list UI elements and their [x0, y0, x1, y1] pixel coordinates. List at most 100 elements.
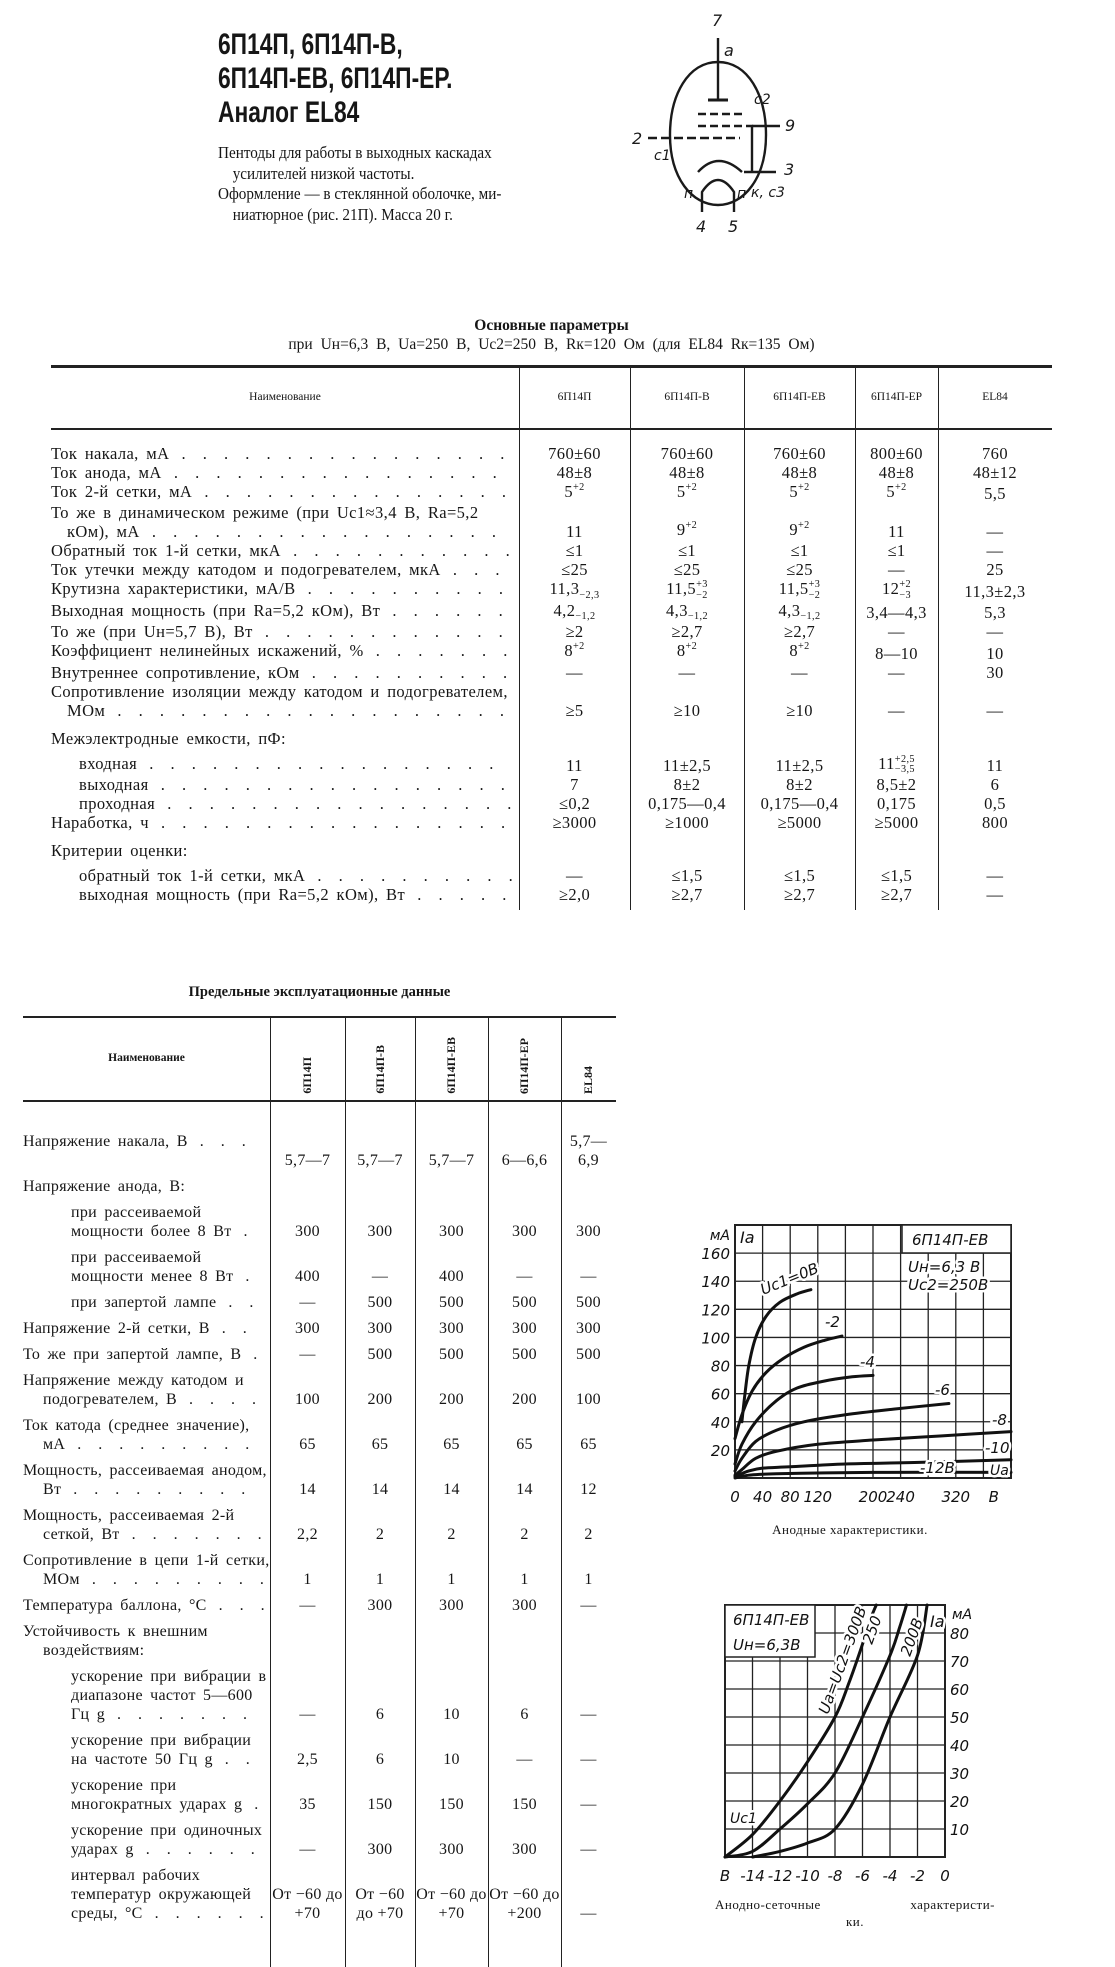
value-cell: —: [299, 1596, 316, 1614]
value-cell: 6: [375, 1750, 385, 1768]
row-label-text: Межэлектродные емкости, пФ:: [51, 728, 286, 748]
row-label-text: Ток утечки между катодом и подогревателе…: [51, 560, 441, 580]
row-label: Мощность, рассеиваемая анодом, Вт . . . …: [23, 1461, 270, 1499]
value-cell: 150: [512, 1795, 537, 1813]
row-label: Обратный ток 1-й сетки, мкА . . . . . . …: [51, 541, 519, 560]
row-label: Внутреннее сопротивление, кОм . . . . . …: [51, 663, 519, 682]
value-cell: 48±8: [669, 463, 705, 482]
column-divider: [488, 1018, 489, 1967]
series-curve: [723, 1603, 908, 1859]
value-cell: ≥10: [673, 700, 701, 720]
row-label: Коэффициент нелинейных искажений, % . . …: [51, 641, 519, 660]
limit-data-table: Наименование 6П14П 6П14П-В 6П14П-ЕВ 6П14…: [23, 1016, 616, 1967]
row-label: при запертой лампе . . . . . . . . . . .…: [23, 1293, 270, 1312]
column-header: EL84: [982, 390, 1008, 403]
dot-leader: . . . . . . . . . . . . . . . . . . . . …: [293, 541, 515, 561]
value-cell: 5,7—7: [284, 1151, 331, 1169]
value-cell: —: [678, 662, 696, 682]
dot-leader: . . . . . . . . . . . . . . . . . . . . …: [264, 622, 508, 642]
value-base: 8: [564, 641, 573, 661]
main-parameters-table: Наименование 6П14П 6П14П-В 6П14П-ЕВ 6П14…: [51, 365, 1052, 910]
tolerance-lower: −3: [899, 589, 911, 601]
tolerance-upper: +2: [899, 579, 911, 591]
value-cell: 150: [439, 1795, 464, 1813]
value-cell: 200: [367, 1390, 393, 1408]
chart-tube-name: 6П14П-ЕВ: [733, 1611, 809, 1629]
value-base: 5: [564, 482, 573, 501]
value-cell: 300: [576, 1319, 601, 1337]
value-cell: 65: [443, 1435, 460, 1453]
table-row: То же в динамическом режиме (при Uc1≈3,4…: [51, 503, 1052, 541]
value-cell: —: [986, 885, 1004, 905]
tolerance-upper: +2,5: [894, 753, 915, 765]
series-curve: [740, 1288, 813, 1424]
value-cell: 2: [520, 1525, 529, 1543]
dot-leader: . . . . . . . . . . . . . . . . . . . . …: [145, 1840, 260, 1858]
value-cell: ≤0,2: [558, 794, 591, 814]
cathode: [697, 159, 743, 173]
value-cell: 8—10: [875, 643, 918, 663]
value-cell: —: [516, 1750, 533, 1768]
value-cell: 11 +2,5 −3,5: [855, 754, 938, 775]
row-label: То же в динамическом режиме (при Uc1≈3,4…: [51, 503, 519, 541]
value-cell: 800: [982, 813, 1008, 833]
row-label-text: То же при запертой лампе, В: [23, 1345, 242, 1363]
x-tick-label: -2: [910, 1867, 925, 1885]
value-cell: 65: [580, 1435, 597, 1453]
table-row: при рассеиваемой мощности менее 8 Вт . .…: [23, 1244, 616, 1289]
row-label-text: Напряжение 2-й сетки, В: [23, 1319, 210, 1337]
value-cell: 0,5: [984, 794, 1006, 814]
value-cell: ≤1: [887, 541, 906, 561]
tolerance-lower: [573, 653, 585, 663]
y-tick-label: 80: [950, 1625, 969, 1643]
row-label: Наработка, ч . . . . . . . . . . . . . .…: [51, 813, 519, 832]
chart-condition: Uн=6,3 В: [908, 1258, 980, 1276]
row-label-text: Устойчивость к внешним воздействиям:: [23, 1622, 208, 1659]
value-cell: 800±60: [870, 444, 923, 463]
value-cell: 760±60: [773, 444, 826, 463]
value-cell: 2: [584, 1525, 593, 1543]
table1-title: Основные параметры: [474, 317, 629, 334]
series-label: -12В: [920, 1459, 955, 1477]
value-cell: —: [580, 1267, 597, 1285]
dot-leader: . . . . . . . . . . . . . . . . . . . . …: [181, 444, 510, 463]
row-label-text: Ток катода (среднее значение), мА: [23, 1416, 250, 1453]
y-tick-label: 140: [701, 1273, 730, 1291]
table-row: Крутизна характеристики, мА/В . . . . . …: [51, 579, 1052, 600]
y-axis-label: Iа: [740, 1228, 755, 1247]
value-cell: 300: [295, 1222, 320, 1240]
row-label-text: проходная: [79, 794, 156, 814]
table-row: интервал рабочих температур окружающей с…: [23, 1862, 616, 1926]
row-label-text: Сопротивление в цепи 1-й сетки, МОм: [23, 1551, 270, 1588]
value-cell: ≤1: [677, 541, 697, 561]
row-label-text: Выходная мощность (при Rа=5,2 кОм), Вт: [51, 600, 381, 620]
legend-box: [724, 1604, 816, 1658]
anode-characteristics-chart: Uc1=0В-2 -4 -6 -8 -10 -12В 20 40 60 80 100 120 140 16…: [701, 1224, 1013, 1506]
row-label-text: Критерии оценки:: [51, 841, 188, 861]
y-unit-label: мА: [952, 1607, 972, 1623]
tolerance-upper: +2: [685, 641, 698, 653]
value-cell: 760±60: [660, 444, 714, 463]
row-label: Ток 2-й сетки, мА . . . . . . . . . . . …: [51, 482, 519, 501]
chart-caption-continued: ки.: [845, 1914, 865, 1929]
dot-leader: . . . . . . . . . . . . . . . . . . . . …: [77, 1435, 255, 1453]
value-cell: 5 +2: [630, 482, 744, 503]
column-divider: [270, 1018, 271, 1967]
dot-leader: . . . . . . . . . . . . . . . . . . . . …: [253, 1345, 263, 1363]
value-cell: 8±2: [673, 775, 701, 795]
description-line: Пентоды для работы в выходных каскадах: [218, 143, 492, 162]
row-label: при рассеиваемой мощности более 8 Вт . .…: [23, 1203, 270, 1241]
row-label: выходная мощность (при Rа=5,2 кОм), Вт .…: [51, 885, 519, 904]
value-cell: 1: [520, 1570, 529, 1588]
dot-leader: . . . . . . . . . . . . . . . . . . . . …: [91, 1570, 269, 1588]
series-curve: [733, 1402, 951, 1473]
chart-tube-name: 6П14П-ЕВ: [912, 1231, 988, 1249]
tolerance-upper: +2: [797, 641, 810, 653]
chart-condition: Uн=6,3В: [733, 1636, 801, 1654]
series-curve: [723, 1603, 878, 1859]
value-cell: От −60 до +70: [355, 1885, 405, 1922]
value-cell: 5,7—7: [357, 1151, 403, 1169]
series-curve: [733, 1458, 1013, 1479]
table-row: Ток утечки между катодом и подогревателе…: [51, 560, 1052, 579]
